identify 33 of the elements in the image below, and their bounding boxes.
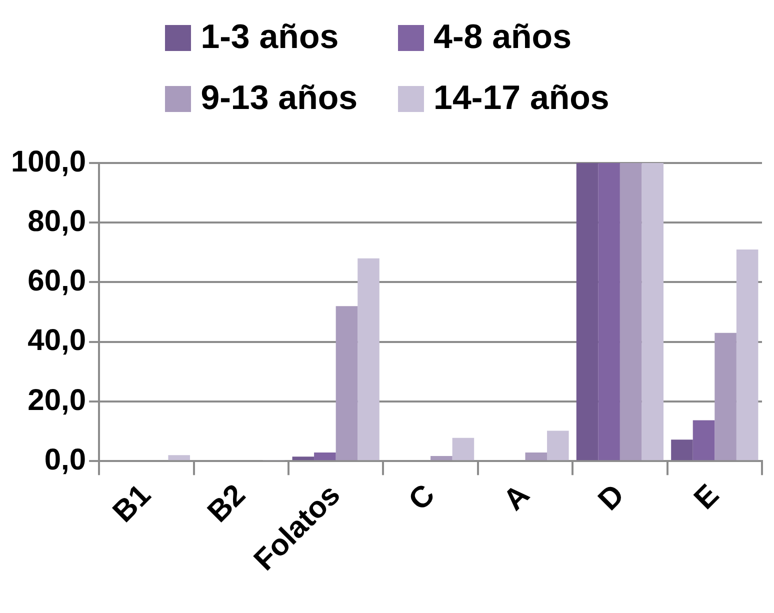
bar (430, 456, 452, 460)
y-tick-label: 40,0 (28, 324, 86, 358)
legend-label: 9-13 años (200, 79, 358, 118)
bar (620, 163, 642, 460)
y-tick-label: 80,0 (28, 204, 86, 238)
bar (452, 438, 474, 460)
y-tick-label: 0,0 (44, 443, 86, 476)
bar (576, 163, 598, 460)
bar (598, 163, 620, 460)
bar (336, 306, 358, 460)
bar (714, 332, 736, 460)
x-tick-label: B2 (201, 478, 252, 529)
x-tick-label: A (497, 478, 536, 517)
bar (292, 456, 314, 460)
bar (525, 452, 548, 460)
x-tick-label: B1 (106, 478, 158, 529)
x-tick-label: C (402, 478, 442, 517)
bar (642, 163, 664, 460)
bar (314, 452, 336, 460)
legend-label: 14-17 años (434, 79, 610, 118)
bar (168, 455, 190, 460)
x-tick-label: D (592, 478, 631, 517)
bar (671, 440, 693, 460)
legend-label: 1-3 años (200, 18, 339, 57)
bar (692, 420, 715, 460)
x-tick-label: E (688, 478, 726, 516)
legend-label: 4-8 años (434, 18, 572, 57)
y-tick-label: 20,0 (28, 384, 86, 417)
y-tick-label: 100,0 (10, 145, 86, 178)
y-tick-label: 60,0 (28, 264, 86, 298)
bar (547, 430, 569, 460)
bar (736, 249, 758, 460)
bar (358, 258, 380, 460)
